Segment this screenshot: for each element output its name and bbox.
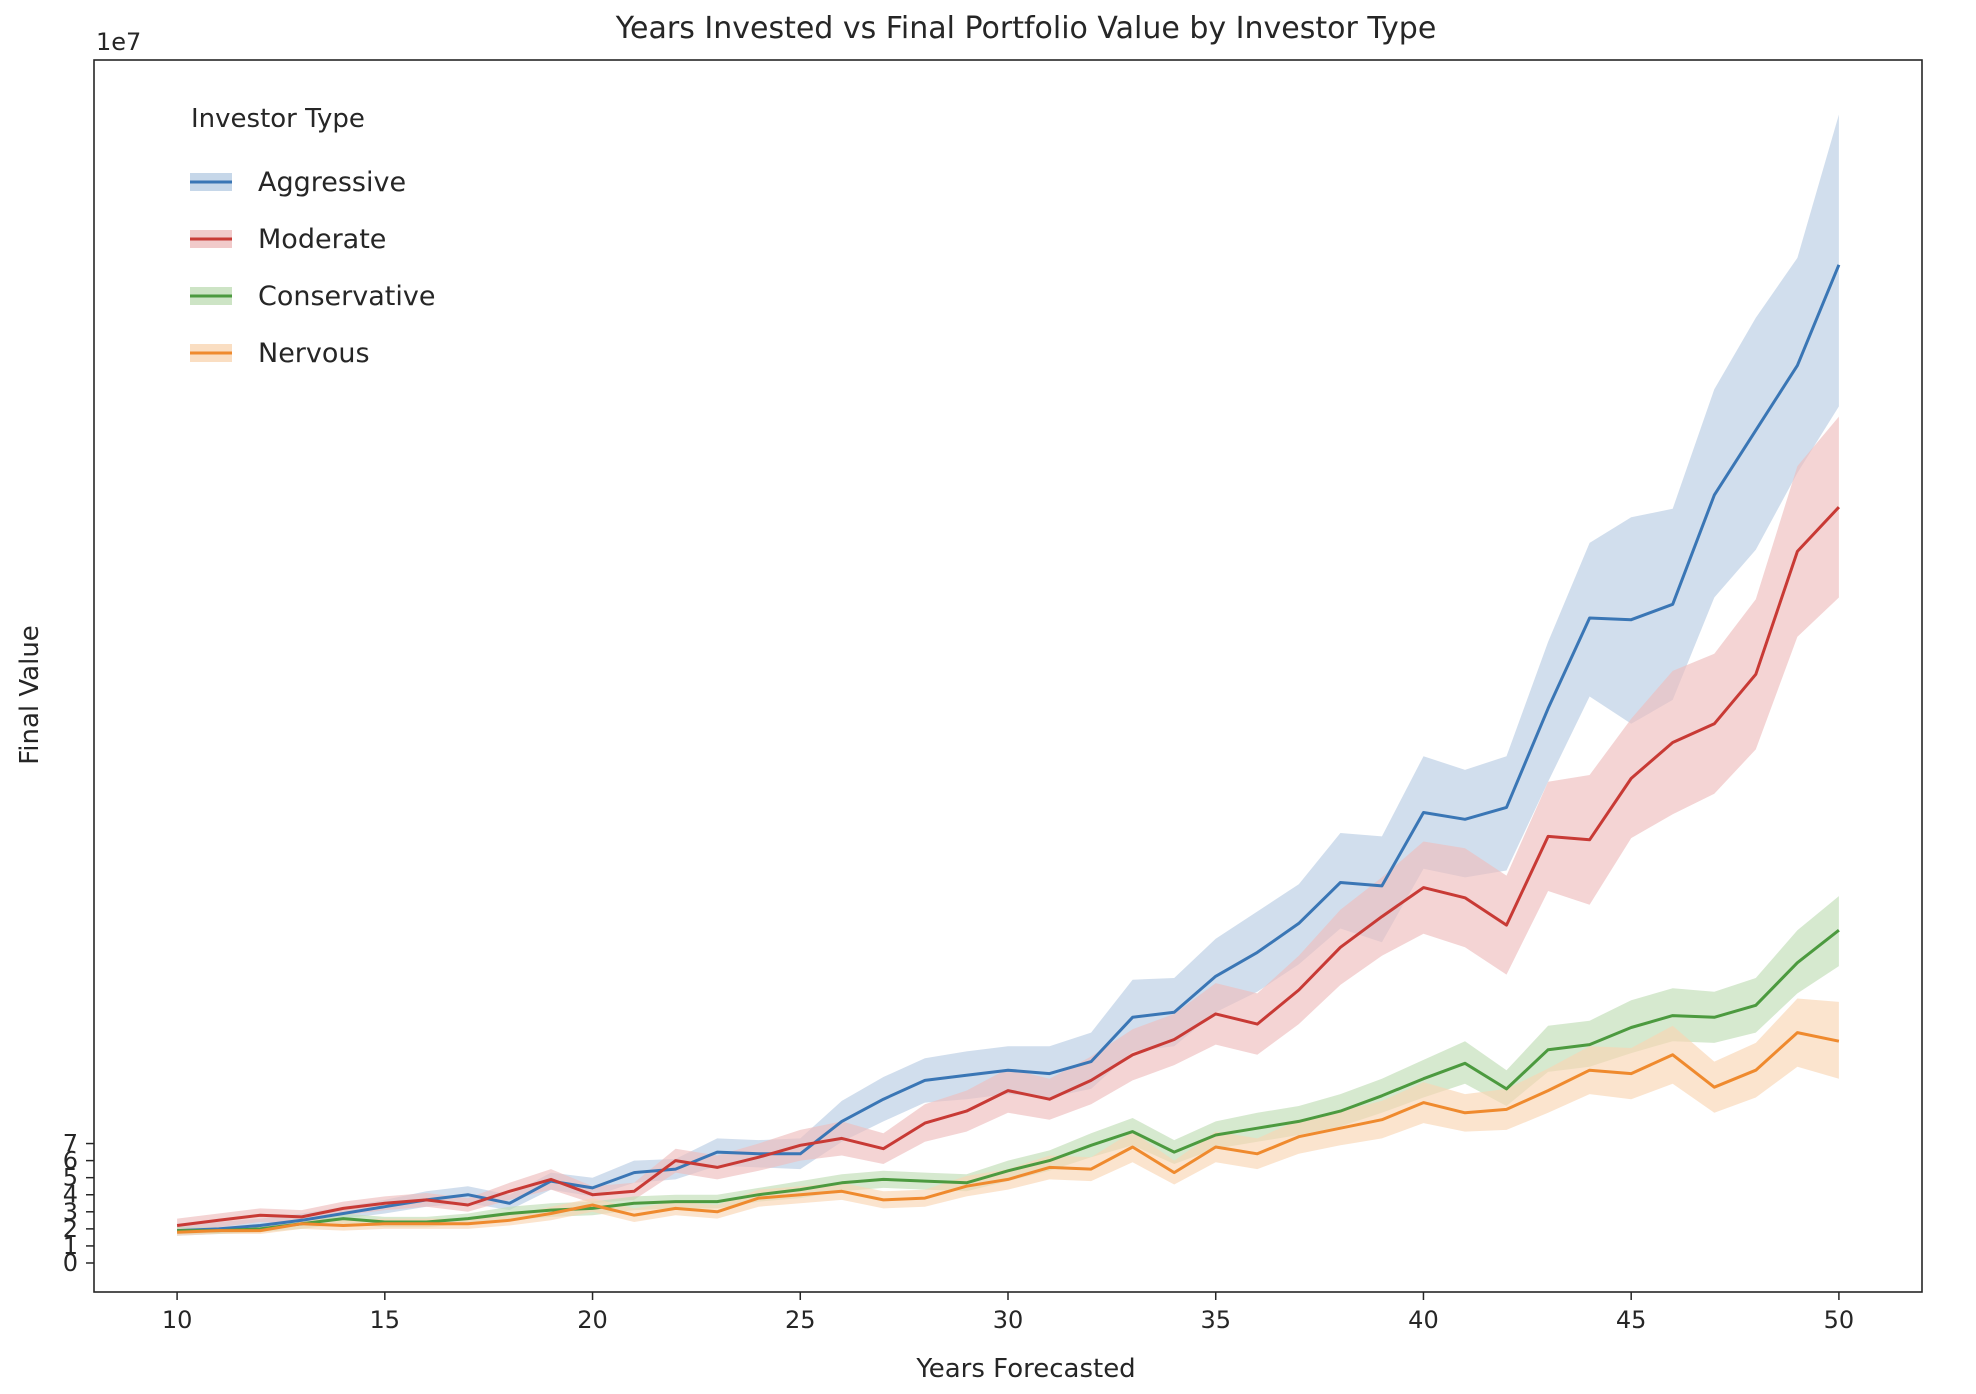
x-tick-label: 45 bbox=[1616, 1306, 1647, 1334]
x-tick-label: 20 bbox=[577, 1306, 608, 1334]
conservative-band bbox=[177, 896, 1839, 1234]
conservative-line bbox=[177, 929, 1840, 1233]
y-tick-label: 6 bbox=[63, 1147, 78, 1175]
x-tick-label: 40 bbox=[1408, 1306, 1439, 1334]
y-tick-label: 2 bbox=[63, 1215, 78, 1243]
x-tick-label: 50 bbox=[1824, 1306, 1855, 1334]
y-axis-offset-label: 1e7 bbox=[96, 28, 141, 56]
aggressive-legend-label: Aggressive bbox=[258, 167, 406, 198]
y-tick-label: 4 bbox=[63, 1181, 78, 1209]
y-tick-label: 0 bbox=[63, 1249, 78, 1277]
moderate-legend-label: Moderate bbox=[258, 224, 386, 255]
legend: Investor Type Aggressive Moderate Conserva… bbox=[190, 104, 435, 369]
x-axis-label: Years Forecasted bbox=[915, 1354, 1135, 1384]
y-tick-label: 3 bbox=[63, 1198, 78, 1226]
y-tick-label: 5 bbox=[63, 1164, 78, 1192]
x-axis-ticks: 10 15 20 25 30 35 40 45 50 bbox=[162, 1292, 1854, 1334]
legend-title: Investor Type bbox=[191, 104, 365, 134]
x-tick-label: 15 bbox=[370, 1306, 401, 1334]
x-tick-label: 10 bbox=[162, 1306, 193, 1334]
y-tick-label: 1 bbox=[63, 1232, 78, 1260]
x-tick-label: 35 bbox=[1200, 1306, 1231, 1334]
x-tick-label: 25 bbox=[785, 1306, 816, 1334]
chart-title: Years Invested vs Final Portfolio Value … bbox=[615, 11, 1437, 46]
nervous-line bbox=[177, 1031, 1840, 1234]
plot-frame bbox=[93, 59, 1923, 1293]
conservative-legend-label: Conservative bbox=[258, 281, 435, 312]
aggressive-line bbox=[177, 264, 1841, 1233]
moderate-line bbox=[176, 506, 1840, 1227]
y-tick-label: 7 bbox=[63, 1130, 78, 1158]
series-lines bbox=[176, 264, 1841, 1234]
nervous-legend-label: Nervous bbox=[258, 338, 370, 369]
x-tick-label: 30 bbox=[993, 1306, 1024, 1334]
nervous-band bbox=[177, 998, 1839, 1236]
y-axis-label: Final Value bbox=[15, 625, 45, 765]
moderate-band bbox=[177, 416, 1839, 1233]
